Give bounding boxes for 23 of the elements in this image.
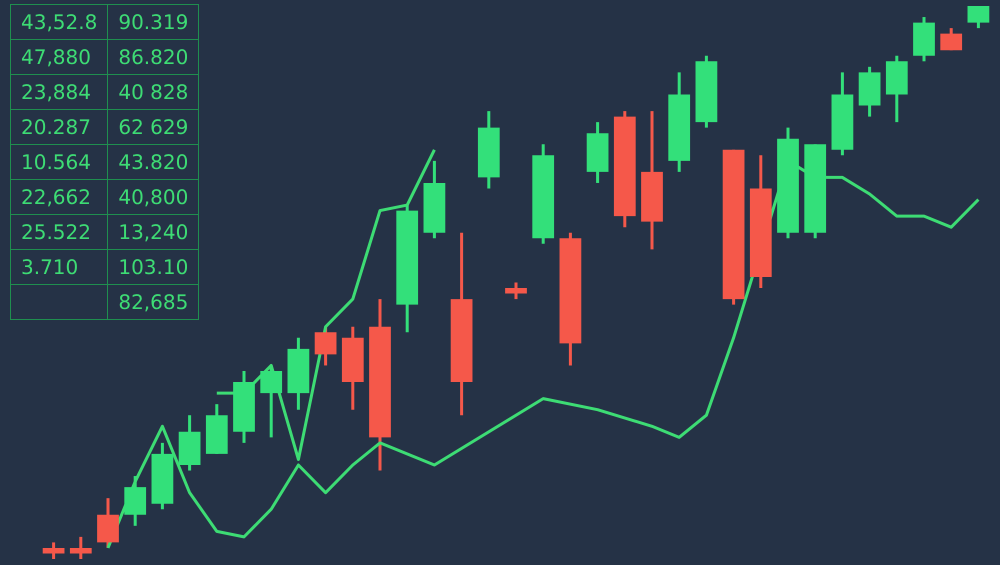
annotation: 62 629 [108, 110, 199, 144]
annotation: 43.820 [108, 144, 199, 180]
annotation: 43,52.8 [10, 4, 108, 40]
annotation: 82,685 [108, 284, 199, 320]
candlestick [314, 326, 336, 366]
annotation: 40,800 [108, 180, 199, 214]
annotation: 13,240 [108, 214, 199, 250]
annotation: 23,884 [10, 74, 108, 110]
candlestick [968, 6, 990, 28]
candlestick [940, 28, 962, 50]
annotation: 86.820 [108, 40, 199, 74]
annotation: 40 828 [108, 74, 199, 110]
annotation: 103.10 [108, 250, 199, 284]
candlestick [70, 536, 92, 559]
annotation: 47,880 [10, 40, 108, 74]
annotation: 10.564 [10, 144, 108, 180]
annotation: 3.710 [10, 250, 108, 284]
annotation: 90.319 [108, 4, 199, 40]
candlestick [42, 542, 64, 559]
annotation: 25.522 [10, 214, 108, 250]
candlestick [505, 282, 527, 300]
annotation: 22,662 [10, 180, 108, 214]
annotation: 20.287 [10, 110, 108, 144]
